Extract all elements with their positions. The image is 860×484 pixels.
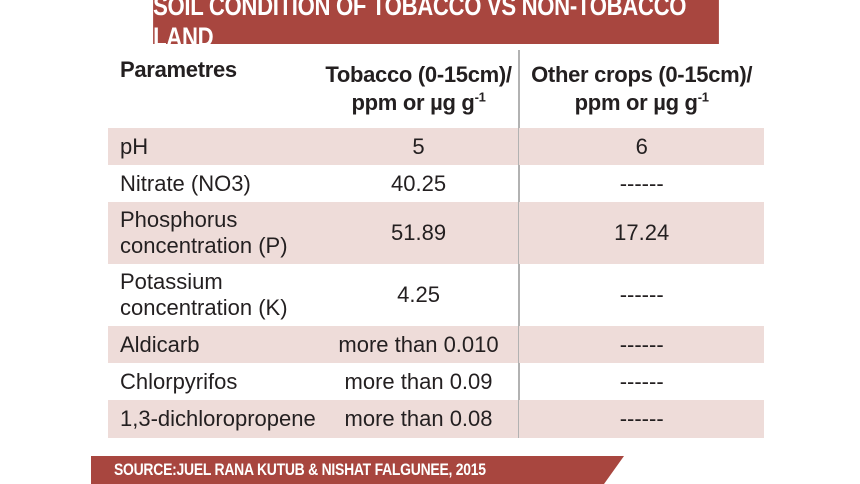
table-row: Aldicarb more than 0.010 ------ <box>108 326 764 363</box>
cell-other-crops: 6 <box>635 133 648 159</box>
cell-tobacco: 5 <box>319 128 520 165</box>
table-body: pH 5 6 Nitrate (NO3) 40.25 ------ Phosphorus co… <box>108 128 764 438</box>
header-other-sup: -1 <box>697 89 709 105</box>
header-other-crops: Other crops (0-15cm)/ ppm or µg g-1 <box>519 50 764 128</box>
cell-tobacco: 40.25 <box>319 165 520 202</box>
cell-other-crops: 17.24 <box>614 220 670 245</box>
table-row: Nitrate (NO3) 40.25 ------ <box>108 165 764 202</box>
header-tobacco-sup: -1 <box>474 89 486 105</box>
table-row: 1,3-dichloropropene more than 0.08 ------ <box>108 400 764 438</box>
cell-parameter: 1,3-dichloropropene <box>108 400 319 438</box>
header-tobacco-line2: ppm or µg g <box>351 90 475 115</box>
parameter-line: Nitrate (NO3) <box>120 170 251 196</box>
cell-tobacco: 51.89 <box>319 202 520 264</box>
parameter-line: concentration (P) <box>120 233 288 258</box>
header-tobacco-line1: Tobacco (0-15cm)/ <box>325 62 512 87</box>
header-tobacco: Tobacco (0-15cm)/ ppm or µg g-1 <box>319 50 520 128</box>
cell-other-crops: ------ <box>619 170 664 196</box>
title-bar: SOIL CONDITION OF TOBACCO VS NON-TOBACCO… <box>153 0 719 52</box>
header-row: Parametres Tobacco (0-15cm)/ ppm or µg g… <box>108 50 764 128</box>
data-table: Parametres Tobacco (0-15cm)/ ppm or µg g… <box>108 50 764 438</box>
cell-tobacco: more than 0.010 <box>319 326 520 363</box>
chart-title: SOIL CONDITION OF TOBACCO VS NON-TOBACCO… <box>153 0 687 52</box>
source-text: SOURCE:JUEL RANA KUTUB & NISHAT FALGUNEE… <box>113 460 486 479</box>
parameter-line: Potassium <box>120 269 223 294</box>
header-parametres-text: Parametres <box>120 57 237 82</box>
cell-other-crops: ------ <box>619 368 664 394</box>
cell-parameter: Potassium concentration (K) <box>108 264 319 326</box>
table-row: pH 5 6 <box>108 128 764 165</box>
parameter-line: Phosphorus <box>120 207 238 232</box>
cell-tobacco: more than 0.09 <box>319 363 520 400</box>
header-parametres: Parametres <box>108 50 319 128</box>
parameter-line: 1,3-dichloropropene <box>120 406 316 431</box>
parameter-line: concentration (K) <box>120 295 288 320</box>
table-row: Potassium concentration (K) 4.25 ------ <box>108 264 764 326</box>
cell-other-crops: ------ <box>619 406 664 431</box>
cell-parameter: Phosphorus concentration (P) <box>108 202 319 264</box>
parameter-line: Chlorpyrifos <box>120 368 238 394</box>
parameter-line: Aldicarb <box>120 331 200 357</box>
source-bar: SOURCE:JUEL RANA KUTUB & NISHAT FALGUNEE… <box>91 456 624 484</box>
cell-parameter: Chlorpyrifos <box>108 363 319 400</box>
cell-parameter: Nitrate (NO3) <box>108 165 319 202</box>
table-row: Chlorpyrifos more than 0.09 ------ <box>108 363 764 400</box>
cell-tobacco: more than 0.08 <box>319 400 520 438</box>
cell-tobacco: 4.25 <box>319 264 520 326</box>
cell-parameter: pH <box>108 128 319 165</box>
cell-other-crops: ------ <box>619 282 664 307</box>
cell-parameter: Aldicarb <box>108 326 319 363</box>
header-other-line1: Other crops (0-15cm)/ <box>531 62 753 87</box>
parameter-line: pH <box>120 133 149 159</box>
cell-other-crops: ------ <box>619 331 664 357</box>
table-row: Phosphorus concentration (P) 51.89 17.24 <box>108 202 764 264</box>
header-other-line2: ppm or µg g <box>574 90 698 115</box>
